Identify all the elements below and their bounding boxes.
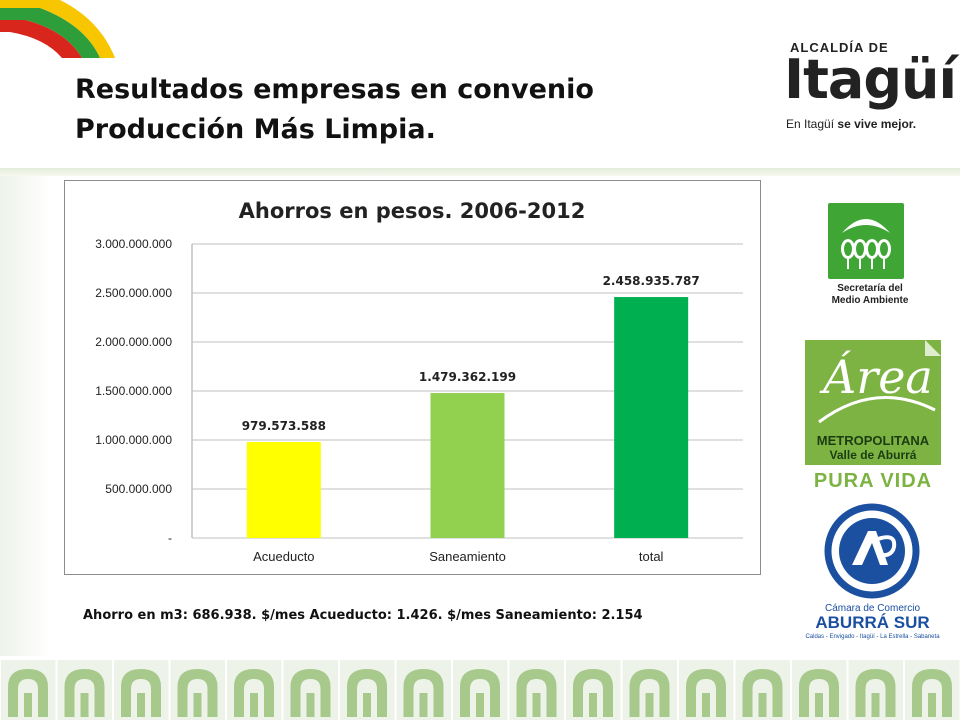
pattern-arch	[64, 669, 105, 717]
secretaria-line-1: Secretaría del	[837, 283, 903, 294]
title-line-1: Resultados empresas en convenio	[75, 74, 594, 105]
pattern-arch	[403, 669, 444, 717]
flag-corner-decoration	[0, 0, 115, 58]
itagui-logo-top: ALCALDÍA DE	[790, 40, 889, 55]
title-line-2: Producción Más Limpia.	[75, 114, 436, 145]
chart-y-tick-label: 3.000.000.000	[95, 237, 172, 251]
pattern-arch	[799, 669, 839, 717]
pattern-arch	[234, 669, 274, 717]
pattern-arch	[742, 669, 783, 717]
chart-y-tick-label: 500.000.000	[105, 482, 172, 496]
chart-data-label: 979.573.588	[242, 419, 326, 433]
itagui-logo: ALCALDÍA DE Itagüí En Itagüí se vive mej…	[780, 40, 957, 135]
camara-line-1: Cámara de Comercio	[824, 603, 921, 614]
chart-bar	[246, 442, 321, 538]
secretaria-label: Secretaría del Medio Ambiente	[822, 283, 918, 307]
itagui-slogan-prefix: En Itagüí	[786, 117, 835, 131]
savings-footnote: Ahorro en m3: 686.938. $/mes Acueducto: …	[83, 608, 643, 623]
bottom-pattern-band	[0, 657, 960, 720]
area-line-2: Valle de Aburrá	[829, 448, 917, 462]
area-tagline: PURA VIDA	[813, 470, 933, 492]
pattern-arch	[121, 669, 161, 717]
page-title: Resultados empresas en convenio Producci…	[75, 70, 594, 150]
pattern-arch	[177, 669, 218, 717]
savings-chart: Ahorros en pesos. 2006-2012 - 500.000.000…	[64, 180, 761, 575]
pattern-arch	[573, 669, 613, 717]
camara-comercio-logo: Cámara de Comercio ABURRÁ SUR Caldas - E…	[800, 503, 945, 653]
chart-y-ticks: - 500.000.000 1.000.000.000 1.500.000.000 2.…	[95, 237, 172, 545]
chart-data-label: 2.458.935.787	[603, 274, 700, 288]
chart-category-label: Saneamiento	[429, 549, 506, 564]
area-word: Área	[823, 350, 933, 404]
pattern-arch	[347, 669, 387, 717]
chart-y-tick-label: -	[168, 531, 172, 545]
pattern-arch	[460, 669, 500, 717]
chart-category-label: total	[639, 549, 664, 564]
pattern-arch	[290, 669, 331, 717]
secretaria-line-2: Medio Ambiente	[831, 295, 909, 306]
pattern-arch	[855, 669, 896, 717]
camara-line-2: ABURRÁ SUR	[815, 613, 930, 632]
header-separator-band	[0, 168, 960, 176]
area-line-1: METROPOLITANA	[816, 433, 930, 448]
pattern-arch	[516, 669, 557, 717]
chart-category-label: Acueducto	[253, 549, 314, 564]
chart-title: Ahorros en pesos. 2006-2012	[239, 199, 586, 223]
camara-emblem-icon	[824, 503, 920, 599]
chart-svg: Ahorros en pesos. 2006-2012 - 500.000.000…	[95, 199, 743, 564]
chart-y-tick-label: 1.000.000.000	[95, 433, 172, 447]
pattern-arch	[912, 669, 952, 717]
pattern-arch	[686, 669, 726, 717]
itagui-slogan-bold: se vive mejor.	[837, 117, 917, 131]
itagui-logo-name: Itagüí	[784, 48, 957, 111]
chart-bars	[246, 297, 689, 538]
chart-bar	[614, 297, 689, 538]
trees-icon	[828, 203, 904, 279]
chart-y-tick-label: 1.500.000.000	[95, 384, 172, 398]
area-metropolitana-logo: Área METROPOLITANA Valle de Aburrá PURA …	[805, 340, 945, 495]
camara-line-3: Caldas - Envigado - Itagüí - La Estrella…	[805, 634, 940, 640]
chart-labels: 979.573.588 Acueducto 1.479.362.199 Saneami…	[242, 274, 700, 564]
secretaria-medio-ambiente-logo: Secretaría del Medio Ambiente	[818, 203, 928, 313]
area-logo-box: Área METROPOLITANA Valle de Aburrá	[805, 340, 941, 465]
itagui-logo-slogan: En Itagüí se vive mejor.	[786, 117, 916, 131]
pattern-arch	[629, 669, 670, 717]
left-gradient-shade	[0, 176, 50, 656]
chart-bar	[430, 393, 505, 538]
chart-y-tick-label: 2.500.000.000	[95, 286, 172, 300]
chart-y-tick-label: 2.000.000.000	[95, 335, 172, 349]
pattern-arch	[8, 669, 48, 717]
chart-data-label: 1.479.362.199	[419, 370, 516, 384]
